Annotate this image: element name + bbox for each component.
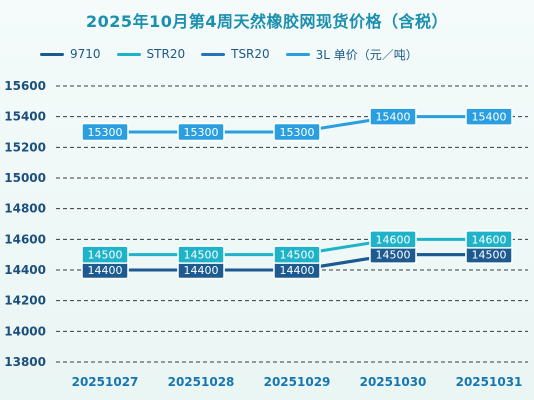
- x-tick-label: 20251030: [360, 375, 427, 389]
- data-label-box: [465, 230, 513, 249]
- y-tick-label: 15600: [4, 79, 46, 93]
- data-label: 14400: [177, 260, 225, 280]
- data-label-text: 15300: [280, 126, 315, 139]
- data-label-box: [369, 230, 417, 249]
- data-label: 15300: [81, 122, 129, 142]
- legend-entry: TSR20: [201, 47, 270, 61]
- data-label-text: 15300: [184, 126, 219, 139]
- data-label: 15400: [369, 107, 417, 126]
- data-label-box: [81, 122, 129, 142]
- y-tick-label: 14800: [4, 202, 46, 216]
- legend-entry: 9710: [40, 47, 101, 61]
- x-tick-label: 20251028: [168, 375, 235, 389]
- data-label: 14600: [369, 230, 417, 249]
- y-tick-label: 14600: [4, 232, 46, 246]
- x-tick-label: 20251031: [456, 375, 523, 389]
- x-tick-label: 20251027: [72, 375, 139, 389]
- data-label: 14400: [273, 260, 321, 280]
- data-label-text: 14500: [88, 249, 123, 262]
- legend-label: 9710: [70, 47, 101, 61]
- chart-title: 2025年10月第4周天然橡胶网现货价格（含税）: [86, 12, 448, 31]
- data-label-text: 14600: [376, 233, 411, 246]
- data-label: 14500: [177, 245, 225, 264]
- data-label: 14500: [369, 245, 417, 264]
- legend-entry: STR20: [116, 47, 186, 61]
- legend-swatch: [116, 52, 141, 56]
- legend-entry: 3L 单价（元／吨）: [285, 46, 418, 63]
- data-label: 15300: [177, 122, 225, 142]
- data-label-box: [369, 107, 417, 126]
- legend-label: TSR20: [231, 47, 270, 61]
- y-tick-label: 15400: [4, 110, 46, 124]
- data-label-text: 14400: [88, 264, 123, 277]
- data-label-text: 14400: [184, 264, 219, 277]
- legend-label: STR20: [146, 47, 186, 61]
- y-tick-label: 15000: [4, 171, 46, 185]
- data-label-text: 14400: [280, 264, 315, 277]
- y-tick-label: 13800: [4, 355, 46, 369]
- data-label-text: 14500: [472, 249, 507, 262]
- data-label-text: 14600: [472, 233, 507, 246]
- data-label-text: 15300: [88, 126, 123, 139]
- data-label-box: [81, 245, 129, 264]
- data-label-text: 14500: [376, 249, 411, 262]
- data-label-text: 15400: [376, 111, 411, 124]
- legend-swatch: [40, 52, 64, 56]
- data-label: 15400: [465, 107, 513, 126]
- legend-label: 3L 单价（元／吨）: [315, 47, 418, 62]
- x-tick-label: 20251029: [264, 375, 331, 389]
- data-label-box: [177, 245, 225, 264]
- y-tick-label: 15200: [4, 140, 46, 154]
- data-label-text: 14500: [280, 249, 315, 262]
- y-tick-label: 14000: [4, 324, 46, 338]
- data-label-text: 15400: [472, 111, 507, 124]
- data-label: 14400: [81, 260, 129, 280]
- data-label: 14500: [273, 245, 321, 264]
- data-label-box: [465, 107, 513, 126]
- y-tick-label: 14400: [4, 263, 46, 277]
- data-label: 14500: [465, 245, 513, 264]
- chart-legend: 9710 STR20 TSR20 3L 单价（元／吨）: [40, 44, 520, 64]
- data-label: 14600: [465, 230, 513, 249]
- legend-swatch: [201, 52, 226, 56]
- data-label-box: [273, 122, 321, 142]
- data-label: 14500: [81, 245, 129, 264]
- data-label-box: [273, 245, 321, 264]
- y-tick-label: 14200: [4, 294, 46, 308]
- data-label-box: [177, 122, 225, 142]
- legend-swatch: [285, 52, 310, 56]
- data-label-text: 14500: [184, 249, 219, 262]
- data-label: 15300: [273, 122, 321, 142]
